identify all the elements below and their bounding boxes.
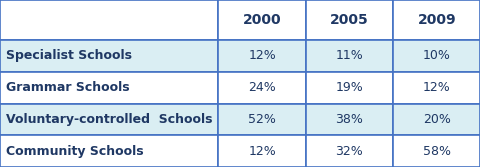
Text: 38%: 38%: [336, 113, 363, 126]
Text: 12%: 12%: [248, 49, 276, 62]
Bar: [218, 72, 306, 104]
Text: 2000: 2000: [243, 13, 281, 27]
Text: 10%: 10%: [423, 49, 451, 62]
Bar: [393, 0, 480, 40]
Bar: [306, 135, 393, 167]
Bar: [218, 0, 306, 40]
Bar: [218, 135, 306, 167]
Bar: [393, 104, 480, 135]
Text: Community Schools: Community Schools: [6, 145, 144, 158]
Text: 20%: 20%: [423, 113, 451, 126]
Bar: [218, 104, 306, 135]
Text: 58%: 58%: [423, 145, 451, 158]
Text: 32%: 32%: [336, 145, 363, 158]
Bar: [0, 0, 218, 40]
Text: 24%: 24%: [248, 81, 276, 94]
Bar: [0, 104, 218, 135]
Bar: [306, 104, 393, 135]
Text: 2009: 2009: [418, 13, 456, 27]
Text: 19%: 19%: [336, 81, 363, 94]
Bar: [306, 40, 393, 72]
Text: 11%: 11%: [336, 49, 363, 62]
Bar: [393, 40, 480, 72]
Bar: [0, 72, 218, 104]
Bar: [306, 72, 393, 104]
Text: Specialist Schools: Specialist Schools: [6, 49, 132, 62]
Text: 12%: 12%: [423, 81, 451, 94]
Text: 2005: 2005: [330, 13, 369, 27]
Text: 52%: 52%: [248, 113, 276, 126]
Text: 12%: 12%: [248, 145, 276, 158]
Text: Grammar Schools: Grammar Schools: [6, 81, 130, 94]
Text: Voluntary-controlled  Schools: Voluntary-controlled Schools: [6, 113, 212, 126]
Bar: [393, 72, 480, 104]
Bar: [393, 135, 480, 167]
Bar: [306, 0, 393, 40]
Bar: [218, 40, 306, 72]
Bar: [0, 135, 218, 167]
Bar: [0, 40, 218, 72]
